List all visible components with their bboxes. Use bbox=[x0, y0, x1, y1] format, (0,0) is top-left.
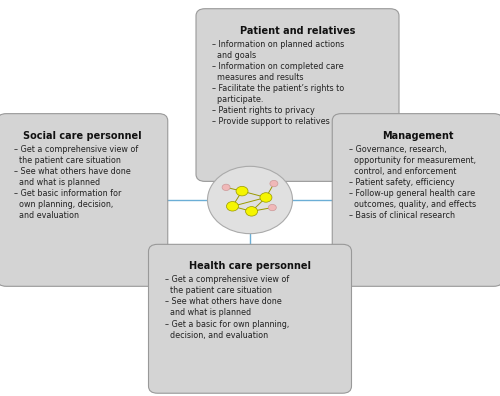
Text: decision, and evaluation: decision, and evaluation bbox=[165, 331, 268, 340]
Circle shape bbox=[268, 204, 276, 211]
Text: – Get a comprehensive view of: – Get a comprehensive view of bbox=[165, 275, 289, 284]
Text: outcomes, quality, and effects: outcomes, quality, and effects bbox=[349, 200, 476, 209]
Text: – Patient rights to privacy: – Patient rights to privacy bbox=[212, 106, 316, 115]
Text: and evaluation: and evaluation bbox=[14, 211, 79, 220]
Circle shape bbox=[226, 202, 238, 211]
FancyBboxPatch shape bbox=[0, 114, 168, 286]
FancyBboxPatch shape bbox=[332, 114, 500, 286]
Circle shape bbox=[270, 181, 278, 187]
Text: Management: Management bbox=[382, 131, 453, 141]
Circle shape bbox=[208, 166, 292, 234]
Text: participate.: participate. bbox=[212, 95, 264, 104]
Text: – Get basic information for: – Get basic information for bbox=[14, 189, 121, 198]
FancyBboxPatch shape bbox=[148, 244, 352, 393]
Text: Health care personnel: Health care personnel bbox=[189, 261, 311, 271]
Text: – Follow-up general health care: – Follow-up general health care bbox=[349, 189, 475, 198]
Text: control, and enforcement: control, and enforcement bbox=[349, 167, 456, 176]
FancyBboxPatch shape bbox=[196, 9, 399, 181]
Text: – Provide support to relatives: – Provide support to relatives bbox=[212, 117, 330, 126]
Text: the patient care situation: the patient care situation bbox=[14, 156, 120, 165]
Text: – Information on completed care: – Information on completed care bbox=[212, 62, 344, 71]
Text: and what is planned: and what is planned bbox=[14, 178, 100, 187]
Text: – Get a comprehensive view of: – Get a comprehensive view of bbox=[14, 145, 138, 154]
Circle shape bbox=[246, 207, 258, 216]
Text: opportunity for measurement,: opportunity for measurement, bbox=[349, 156, 476, 165]
Text: own planning, decision,: own planning, decision, bbox=[14, 200, 113, 209]
Text: – Basis of clinical research: – Basis of clinical research bbox=[349, 211, 455, 220]
Text: – Governance, research,: – Governance, research, bbox=[349, 145, 446, 154]
Text: – Facilitate the patient’s rights to: – Facilitate the patient’s rights to bbox=[212, 84, 345, 93]
Text: Patient and relatives: Patient and relatives bbox=[240, 26, 355, 36]
Text: and what is planned: and what is planned bbox=[165, 308, 251, 318]
Text: and goals: and goals bbox=[212, 51, 256, 60]
Text: – See what others have done: – See what others have done bbox=[165, 297, 282, 307]
Text: – See what others have done: – See what others have done bbox=[14, 167, 130, 176]
Text: – Information on planned actions: – Information on planned actions bbox=[212, 40, 345, 49]
Text: – Get a basic for own planning,: – Get a basic for own planning, bbox=[165, 320, 289, 329]
Circle shape bbox=[222, 184, 230, 190]
Text: Social care personnel: Social care personnel bbox=[23, 131, 142, 141]
Text: the patient care situation: the patient care situation bbox=[165, 286, 272, 295]
Text: measures and results: measures and results bbox=[212, 73, 304, 82]
Text: – Patient safety, efficiency: – Patient safety, efficiency bbox=[349, 178, 455, 187]
Circle shape bbox=[236, 187, 248, 196]
Circle shape bbox=[260, 193, 272, 202]
